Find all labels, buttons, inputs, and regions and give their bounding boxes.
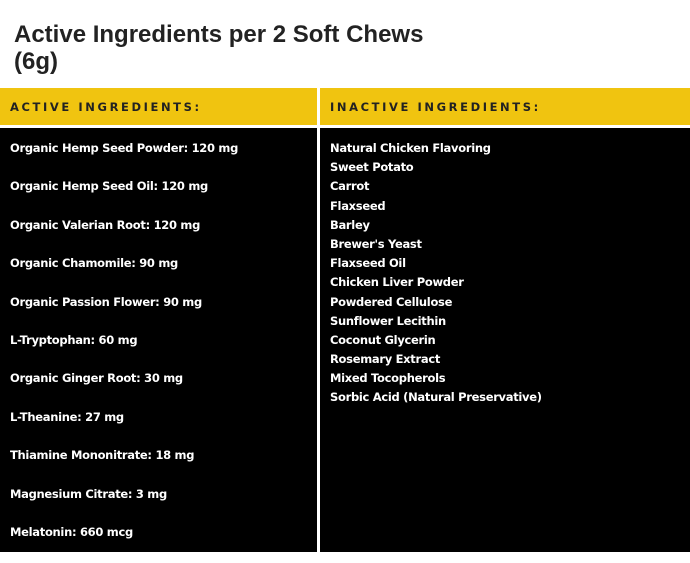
active-ingredient: Organic Hemp Seed Oil: 120 mg — [10, 179, 238, 217]
active-ingredient: Magnesium Citrate: 3 mg — [10, 487, 238, 525]
active-ingredient: Organic Chamomile: 90 mg — [10, 256, 238, 294]
active-ingredient: Organic Ginger Root: 30 mg — [10, 371, 238, 409]
active-ingredient: Thiamine Mononitrate: 18 mg — [10, 448, 238, 486]
inactive-ingredient: Barley — [330, 218, 542, 237]
inactive-ingredient: Carrot — [330, 179, 542, 198]
active-ingredient: Organic Hemp Seed Powder: 120 mg — [10, 141, 238, 179]
active-header: ACTIVE INGREDIENTS: — [0, 88, 317, 125]
active-ingredient: Organic Passion Flower: 90 mg — [10, 295, 238, 333]
active-ingredient: L-Tryptophan: 60 mg — [10, 333, 238, 371]
active-header-label: ACTIVE INGREDIENTS: — [10, 100, 202, 114]
inactive-ingredient: Flaxseed Oil — [330, 256, 542, 275]
inactive-ingredient: Natural Chicken Flavoring — [330, 141, 542, 160]
inactive-ingredient: Sweet Potato — [330, 160, 542, 179]
inactive-ingredient: Chicken Liver Powder — [330, 275, 542, 294]
inactive-ingredient: Brewer's Yeast — [330, 237, 542, 256]
active-ingredient: L-Theanine: 27 mg — [10, 410, 238, 448]
active-ingredient: Organic Valerian Root: 120 mg — [10, 218, 238, 256]
inactive-header-label: INACTIVE INGREDIENTS: — [330, 100, 541, 114]
page-title: Active Ingredients per 2 Soft Chews (6g) — [14, 21, 434, 75]
active-ingredient: Melatonin: 660 mcg — [10, 525, 238, 563]
inactive-ingredient: Rosemary Extract — [330, 352, 542, 371]
inactive-header: INACTIVE INGREDIENTS: — [320, 88, 690, 125]
inactive-ingredient: Sorbic Acid (Natural Preservative) — [330, 390, 542, 409]
inactive-ingredient: Flaxseed — [330, 199, 542, 218]
inactive-ingredient: Mixed Tocopherols — [330, 371, 542, 390]
inactive-ingredient: Coconut Glycerin — [330, 333, 542, 352]
inactive-ingredient: Sunflower Lecithin — [330, 314, 542, 333]
inactive-ingredient: Powdered Cellulose — [330, 295, 542, 314]
